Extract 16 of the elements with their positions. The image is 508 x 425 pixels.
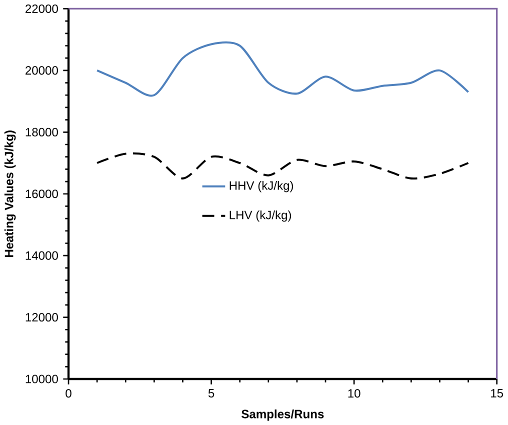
x-tick-label: 10 [348,389,360,398]
y-tick-label: 12000 [26,312,58,322]
y-tick-label: 20000 [26,66,58,75]
x-tick-label: 15 [491,389,504,398]
x-axis-title: Samples/Runs [242,409,324,421]
y-axis-title: Heating Values (kJ/kg) [4,130,16,257]
x-tick-label: 5 [208,389,214,398]
legend-label: HHV (kJ/kg) [230,180,294,192]
x-tick-label: 0 [66,389,72,398]
y-tick-label: 16000 [26,190,58,198]
y-tick-label: 22000 [26,4,58,13]
y-tick-label: 10000 [26,374,58,384]
y-tick-label: 18000 [26,128,58,136]
line-series [96,152,470,180]
legend-label: LHV (kJ/kg) [230,210,292,222]
y-tick-label: 14000 [26,251,58,260]
